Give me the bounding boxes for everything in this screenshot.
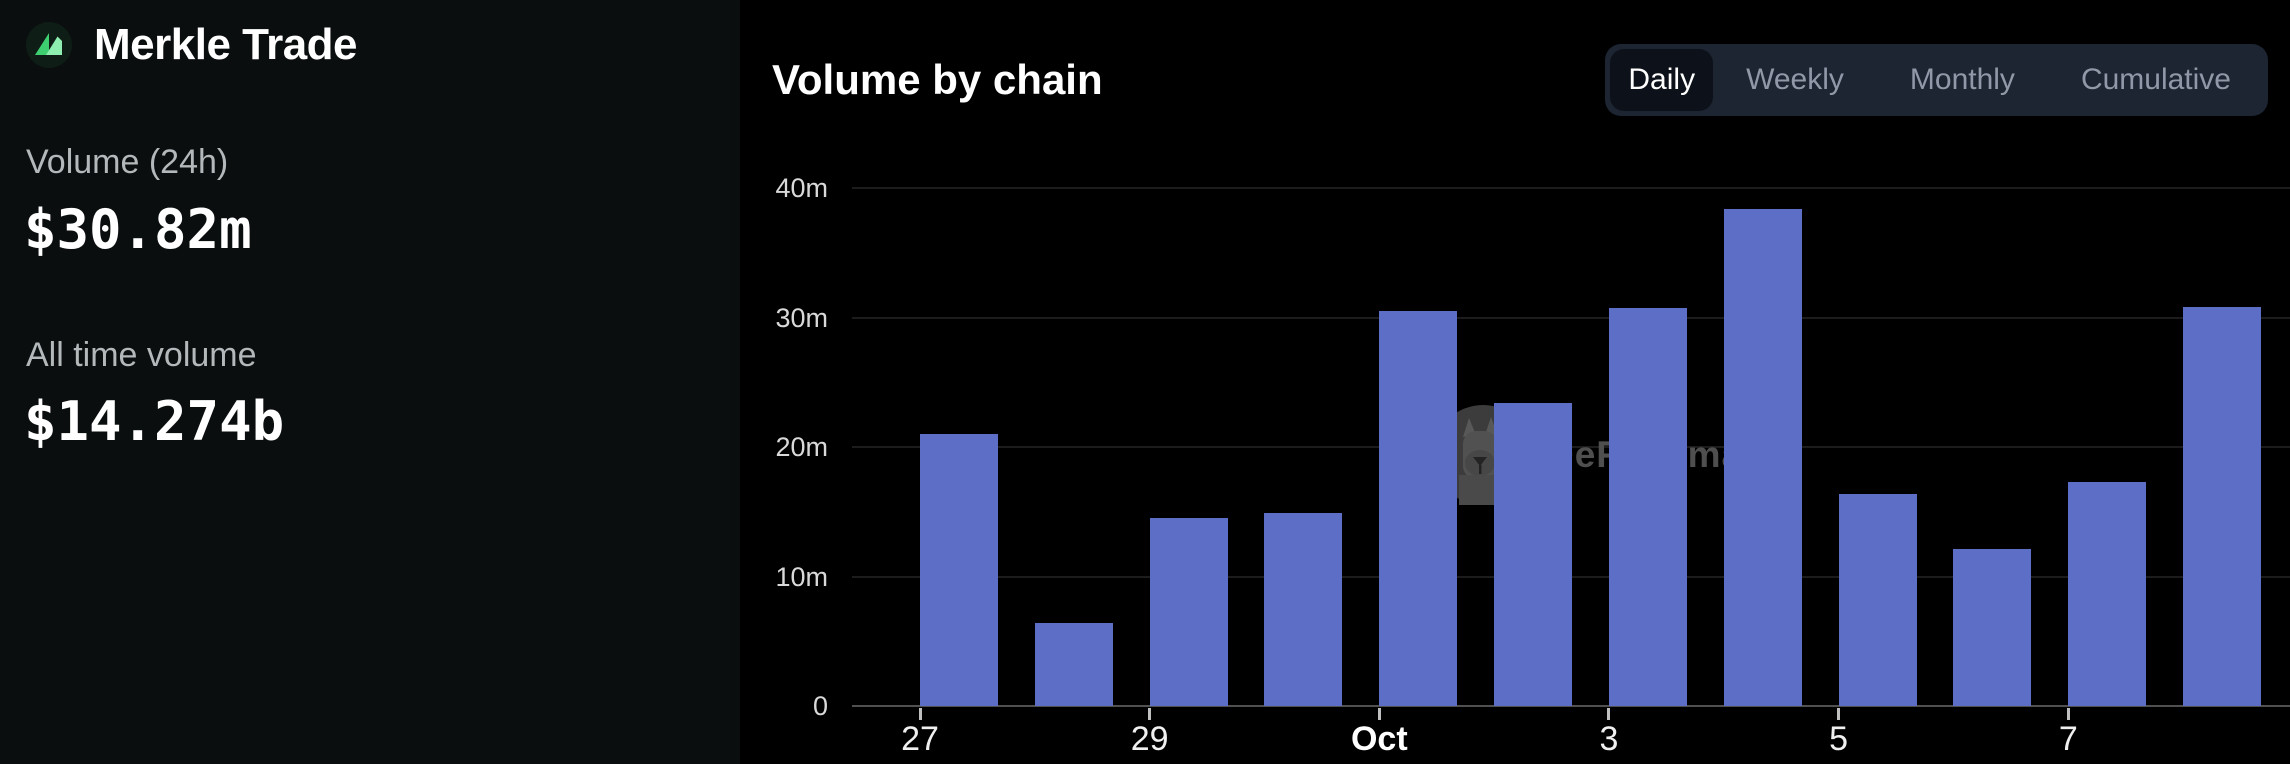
all-time-volume-value: $14.274b bbox=[24, 390, 285, 453]
bar-oct-5[interactable] bbox=[1838, 493, 1917, 706]
bar-sep-29[interactable] bbox=[1149, 518, 1228, 706]
all-time-volume-label: All time volume bbox=[26, 336, 257, 374]
timeframe-tab-group: Daily Weekly Monthly Cumulative bbox=[1605, 44, 2268, 116]
gridline-40m bbox=[852, 187, 2290, 189]
x-axis-line bbox=[852, 705, 2290, 707]
brand: Merkle Trade bbox=[26, 20, 358, 69]
bar-oct-1[interactable] bbox=[1379, 311, 1458, 706]
tab-daily[interactable]: Daily bbox=[1610, 49, 1714, 111]
x-axis-tick bbox=[1837, 708, 1841, 720]
x-axis-label-oct: Oct bbox=[1350, 720, 1408, 758]
bar-oct-4[interactable] bbox=[1723, 208, 1802, 706]
gridline-30m bbox=[852, 316, 2290, 319]
defillama-watermark: DeFiLlama bbox=[1433, 405, 1743, 505]
y-axis-label: 10m bbox=[775, 561, 828, 592]
chart-title: Volume by chain bbox=[772, 56, 1103, 103]
bar-oct-8[interactable] bbox=[2183, 307, 2262, 706]
x-axis-tick bbox=[918, 708, 922, 720]
volume-24h-value: $30.82m bbox=[24, 198, 252, 261]
x-axis-tick bbox=[1148, 708, 1152, 720]
bar-sep-27[interactable] bbox=[920, 434, 998, 706]
bar-oct-7[interactable] bbox=[2068, 481, 2147, 706]
tab-weekly[interactable]: Weekly bbox=[1746, 63, 1844, 96]
x-axis-label-3: 3 bbox=[1599, 720, 1619, 758]
bar-oct-3[interactable] bbox=[1608, 308, 1687, 706]
x-axis-tick bbox=[2066, 708, 2070, 720]
x-axis-label-27: 27 bbox=[901, 720, 939, 758]
volume-24h-label: Volume (24h) bbox=[26, 143, 229, 181]
bar-oct-2[interactable] bbox=[1494, 402, 1573, 706]
merkle-trade-logo-icon bbox=[26, 22, 72, 68]
y-axis-label: 30m bbox=[775, 302, 828, 333]
bar-oct-6[interactable] bbox=[1953, 549, 2032, 706]
y-axis-label: 0 bbox=[812, 691, 828, 721]
x-axis-label-29: 29 bbox=[1130, 720, 1169, 758]
tab-cumulative[interactable]: Cumulative bbox=[2080, 63, 2231, 96]
x-axis-label-5: 5 bbox=[1829, 720, 1849, 758]
y-axis-label: 20m bbox=[775, 432, 828, 462]
chart-panel: Volume by chain Daily Weekly Monthly Cumula… bbox=[740, 0, 2290, 764]
tab-monthly[interactable]: Monthly bbox=[1909, 63, 2015, 96]
x-axis-tick bbox=[1607, 708, 1611, 720]
brand-title: Merkle Trade bbox=[94, 20, 358, 69]
y-axis-label: 40m bbox=[775, 173, 828, 203]
x-axis-label-7: 7 bbox=[2058, 720, 2078, 758]
bar-sep-30[interactable] bbox=[1264, 513, 1343, 706]
bar-sep-28[interactable] bbox=[1034, 623, 1113, 706]
x-axis-tick bbox=[1377, 708, 1381, 720]
sidebar: Merkle Trade Volume (24h) $30.82m All ti… bbox=[0, 0, 740, 764]
